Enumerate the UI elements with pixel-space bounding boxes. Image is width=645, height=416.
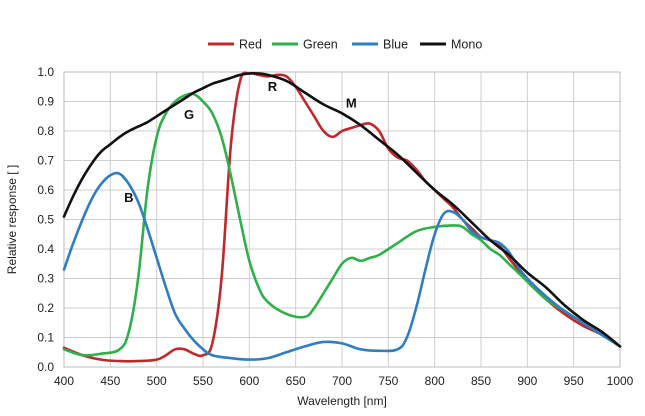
legend-label: Mono — [451, 38, 482, 52]
y-tick-label: 0.7 — [37, 154, 54, 168]
curve-label-m: M — [346, 95, 357, 110]
y-tick-label: 0.1 — [37, 331, 54, 345]
x-tick-label: 650 — [286, 374, 306, 388]
x-tick-label: 1000 — [607, 374, 634, 388]
curve-label-r: R — [268, 79, 278, 94]
x-tick-label: 450 — [100, 374, 120, 388]
legend-label: Green — [303, 38, 338, 52]
x-tick-label: 550 — [193, 374, 213, 388]
data-series — [62, 71, 622, 363]
x-tick-label: 700 — [332, 374, 352, 388]
x-tick-label: 400 — [54, 374, 74, 388]
axes: 400 450 500 550 600 650 700 750 800 850 900 950 1000… — [37, 65, 633, 388]
y-tick-label: 0.9 — [37, 95, 54, 109]
x-axis-title: Wavelength [nm] — [297, 394, 387, 408]
curve-label-g: G — [184, 107, 194, 122]
curve-annotations: R M G B — [124, 79, 357, 205]
y-tick-label: 0.8 — [37, 124, 54, 138]
legend-item-blue: Blue — [352, 38, 408, 52]
legend-item-green: Green — [272, 38, 338, 52]
x-tick-label: 750 — [378, 374, 398, 388]
y-tick-label: 1.0 — [37, 65, 54, 79]
series-line-blue — [62, 171, 622, 361]
y-tick-label: 0.5 — [37, 213, 54, 227]
legend-item-red: Red — [208, 38, 262, 52]
x-tick-label: 850 — [471, 374, 491, 388]
x-tick-label: 800 — [425, 374, 445, 388]
y-tick-label: 0.6 — [37, 183, 54, 197]
plot-frame — [63, 71, 621, 368]
gridlines — [63, 71, 621, 368]
y-tick-label: 0.0 — [37, 360, 54, 374]
y-tick-label: 0.3 — [37, 272, 54, 286]
legend: Red Green Blue Mono — [208, 38, 482, 52]
legend-label: Blue — [383, 38, 408, 52]
legend-item-mono: Mono — [420, 38, 482, 52]
curve-label-b: B — [124, 190, 133, 205]
series-line-green — [62, 92, 622, 357]
legend-label: Red — [239, 38, 262, 52]
x-tick-label: 900 — [517, 374, 537, 388]
y-tick-label: 0.2 — [37, 301, 54, 315]
y-tick-label: 0.4 — [37, 242, 54, 256]
x-tick-label: 600 — [239, 374, 259, 388]
x-tick-label: 950 — [564, 374, 584, 388]
y-axis-title: Relative response [ ] — [5, 165, 19, 274]
series-line-mono — [62, 71, 622, 348]
x-tick-label: 500 — [147, 374, 167, 388]
